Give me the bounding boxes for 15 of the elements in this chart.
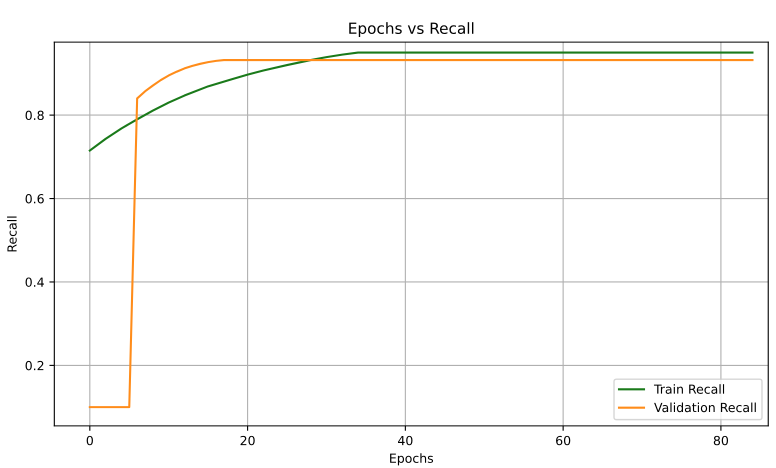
x-tick-label: 0 <box>86 436 93 446</box>
x-tick-label: 60 <box>556 436 570 446</box>
x-axis-title: Epochs <box>390 453 434 466</box>
y-tick-label: 0.6 <box>26 194 44 204</box>
y-tick-label: 0.8 <box>26 110 44 120</box>
x-tick-label: 40 <box>398 436 412 446</box>
x-tick-label: 80 <box>714 436 728 446</box>
legend-label: Validation Recall <box>654 402 756 412</box>
chart-title: Epochs vs Recall <box>349 22 474 37</box>
y-tick-label: 0.4 <box>26 277 44 287</box>
y-tick-label: 0.2 <box>26 360 44 370</box>
x-tick-label: 20 <box>240 436 255 446</box>
legend-label: Train Recall <box>654 384 724 394</box>
line-series <box>88 52 754 152</box>
y-axis-title: Recall <box>7 216 17 252</box>
